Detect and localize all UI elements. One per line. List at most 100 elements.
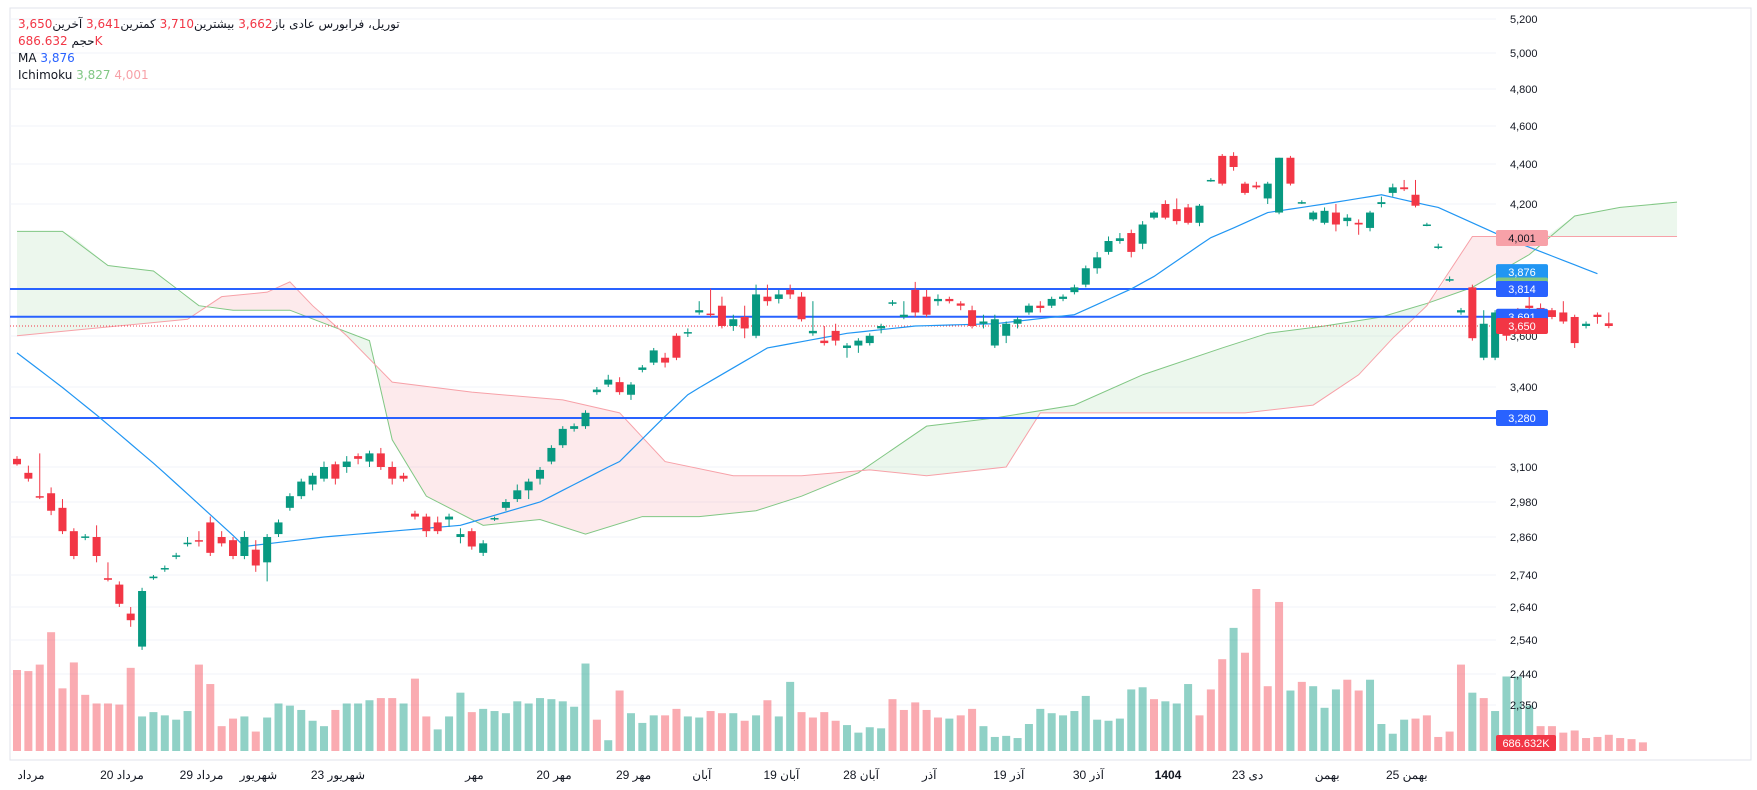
x-tick-label: 20 مهر: [536, 768, 571, 782]
volume-bar: [695, 717, 704, 751]
candle-body: [740, 316, 749, 329]
volume-bar: [115, 704, 124, 751]
y-tick-label: 2,540: [1510, 635, 1538, 647]
volume-bar: [1445, 731, 1454, 751]
candle-body: [558, 428, 567, 446]
candle-body: [1366, 212, 1375, 228]
candle-body: [843, 345, 852, 348]
volume-bar: [1456, 664, 1465, 751]
candle-body: [513, 490, 522, 500]
x-tick-label: 29 مهر: [616, 768, 651, 782]
candle-body: [1456, 310, 1465, 313]
volume-bar: [626, 713, 635, 751]
volume-bar: [1559, 732, 1568, 751]
candle-body: [1195, 205, 1204, 223]
y-tick-label: 4,400: [1510, 159, 1538, 171]
volume-bar: [1252, 589, 1261, 751]
volume-bar: [1388, 733, 1397, 751]
volume-bar: [1093, 719, 1102, 751]
candle-body: [911, 289, 920, 313]
candle-body: [1479, 323, 1488, 358]
candle-body: [979, 321, 988, 324]
x-tick-label: شهریور: [239, 768, 278, 782]
volume-bar: [922, 709, 931, 751]
volume-bar: [1309, 686, 1318, 751]
candle-body: [160, 568, 169, 570]
volume-bar: [388, 698, 397, 751]
volume-bar: [592, 719, 601, 751]
volume-bar: [877, 728, 886, 751]
y-tick-label: 5,200: [1510, 14, 1538, 26]
candle-body: [92, 537, 101, 556]
chart-legend: توریل، فرابورس عادی باز3,662 بیشترین3,71…: [18, 16, 400, 84]
candle-body: [501, 502, 510, 508]
candle-body: [1468, 287, 1477, 339]
volume-bar: [1047, 713, 1056, 751]
ichimoku-span-a-line: [17, 201, 1678, 535]
volume-bar: [729, 713, 738, 751]
volume-bar: [524, 703, 533, 751]
candle-body: [695, 310, 704, 313]
legend-symbol: توریل، فرابورس عادی: [289, 17, 400, 31]
volume-bar: [990, 736, 999, 751]
candle-body: [1411, 194, 1420, 206]
candle-body: [388, 467, 397, 479]
volume-bar: [797, 712, 806, 751]
legend-ichimoku-row: Ichimoku 3,827 4,001: [18, 67, 400, 84]
volume-bar: [752, 715, 761, 751]
volume-bar: [501, 713, 510, 751]
candle-body: [1593, 314, 1602, 317]
volume-bar: [47, 632, 56, 751]
legend-open-value: 3,662: [238, 17, 273, 31]
volume-bar: [661, 715, 670, 751]
candle-body: [81, 536, 90, 538]
candle-body: [172, 555, 181, 557]
candle-body: [581, 412, 590, 427]
volume-bar: [354, 703, 363, 751]
volume-bar: [1525, 705, 1534, 751]
candle-body: [1036, 305, 1045, 308]
candle-body: [1206, 179, 1215, 182]
x-tick-label: 23 دی: [1232, 768, 1263, 782]
volume-bar: [1013, 738, 1022, 751]
volume-bar: [1638, 742, 1647, 751]
candle-body: [786, 289, 795, 295]
y-tick-label: 4,600: [1510, 121, 1538, 133]
candle-body: [1422, 224, 1431, 227]
legend-ma-row: MA 3,876: [18, 50, 400, 67]
y-tick-label: 2,350: [1510, 700, 1538, 712]
candle-body: [69, 531, 78, 556]
candle-body: [251, 549, 260, 566]
candle-body: [1582, 323, 1591, 326]
candle-body: [752, 294, 761, 336]
candle-body: [1297, 202, 1306, 204]
volume-bar: [1104, 720, 1113, 751]
volume-bar: [160, 715, 169, 751]
candle-body: [1604, 323, 1613, 326]
volume-bar: [240, 716, 249, 751]
candle-body: [1013, 319, 1022, 324]
candle-body: [808, 330, 817, 334]
candle-body: [717, 305, 726, 326]
candle-body: [1127, 233, 1136, 252]
volume-bar: [1366, 679, 1375, 751]
candle-body: [103, 578, 112, 580]
candle-body: [1184, 207, 1193, 223]
volume-bar: [251, 731, 260, 751]
candle-body: [899, 314, 908, 317]
volume-bar: [1604, 734, 1613, 751]
x-tick-label: آذر: [921, 767, 937, 782]
volume-bar: [1354, 690, 1363, 751]
candle-body: [604, 379, 613, 385]
volume-bar: [1479, 698, 1488, 751]
y-tick-label: 2,980: [1510, 497, 1538, 509]
volume-bar: [149, 712, 158, 751]
candle-body: [445, 516, 454, 520]
volume-bar: [513, 701, 522, 751]
candle-body: [490, 518, 499, 520]
candle-body: [1445, 279, 1454, 281]
volume-bar: [672, 708, 681, 751]
candle-body: [1240, 183, 1249, 193]
candle-body: [1150, 212, 1158, 218]
